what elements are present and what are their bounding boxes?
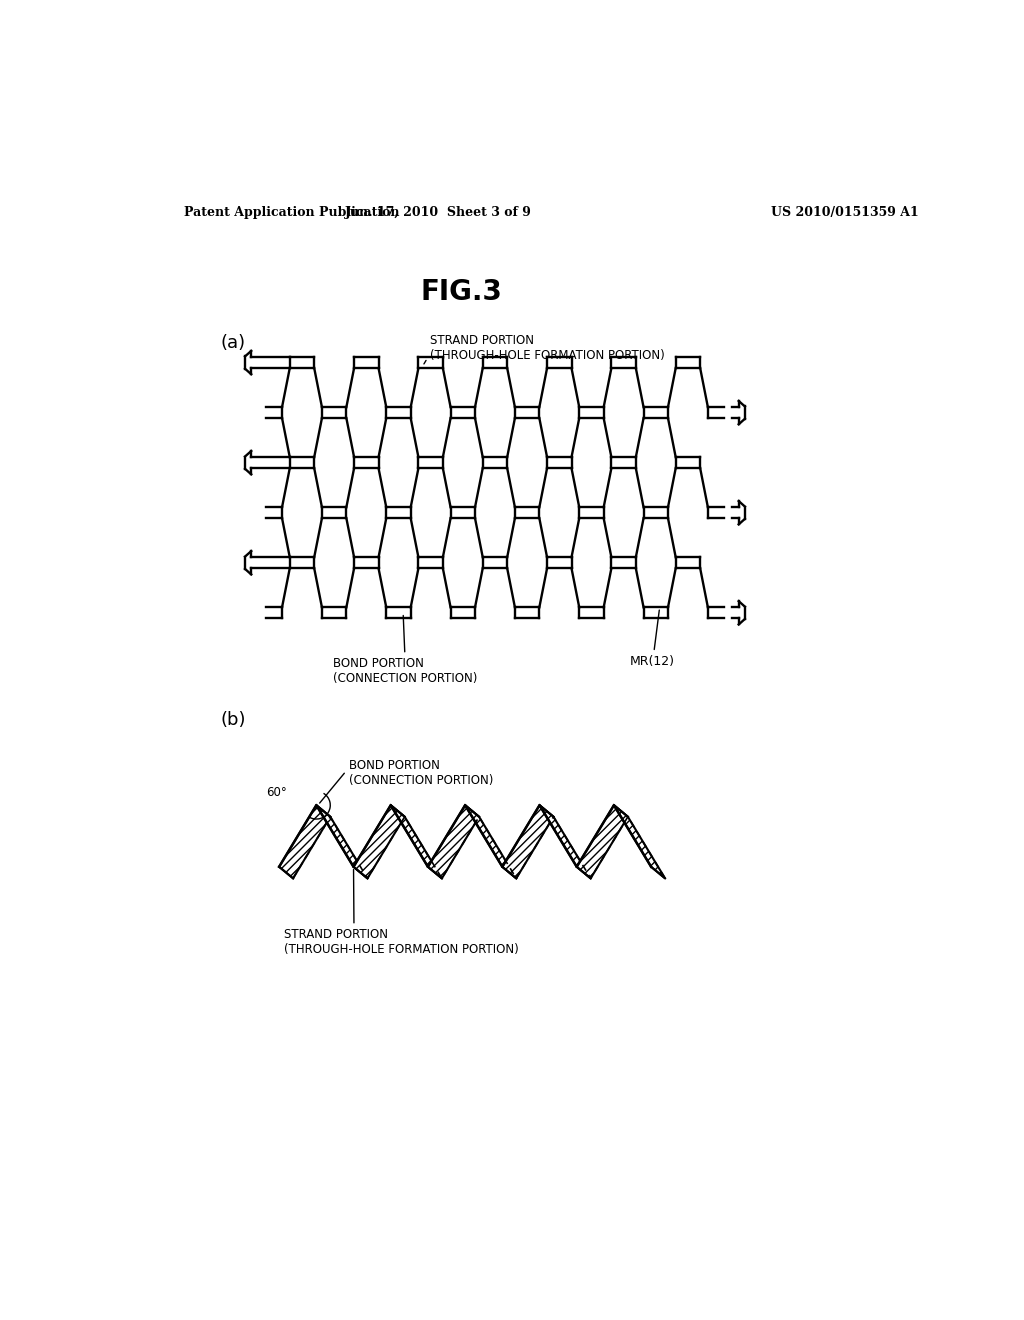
Polygon shape — [428, 805, 479, 878]
Text: 60°: 60° — [266, 785, 287, 799]
Polygon shape — [465, 805, 516, 878]
Text: STRAND PORTION
(THROUGH-HOLE FORMATION PORTION): STRAND PORTION (THROUGH-HOLE FORMATION P… — [284, 870, 518, 957]
Polygon shape — [316, 805, 368, 878]
Text: MR(12): MR(12) — [630, 610, 675, 668]
Text: FIG.3: FIG.3 — [420, 277, 502, 306]
Polygon shape — [540, 805, 591, 878]
Text: Patent Application Publication: Patent Application Publication — [183, 206, 399, 219]
Polygon shape — [280, 805, 331, 878]
Text: BOND PORTION
(CONNECTION PORTION): BOND PORTION (CONNECTION PORTION) — [319, 759, 494, 803]
Polygon shape — [503, 805, 554, 878]
Polygon shape — [614, 805, 665, 878]
Text: Jun. 17, 2010  Sheet 3 of 9: Jun. 17, 2010 Sheet 3 of 9 — [344, 206, 531, 219]
Text: (b): (b) — [221, 711, 247, 729]
Text: (a): (a) — [221, 334, 246, 352]
Polygon shape — [391, 805, 442, 878]
Text: US 2010/0151359 A1: US 2010/0151359 A1 — [771, 206, 919, 219]
Text: STRAND PORTION
(THROUGH-HOLE FORMATION PORTION): STRAND PORTION (THROUGH-HOLE FORMATION P… — [424, 334, 665, 364]
Text: BOND PORTION
(CONNECTION PORTION): BOND PORTION (CONNECTION PORTION) — [334, 615, 478, 685]
Polygon shape — [577, 805, 628, 878]
Polygon shape — [353, 805, 404, 878]
